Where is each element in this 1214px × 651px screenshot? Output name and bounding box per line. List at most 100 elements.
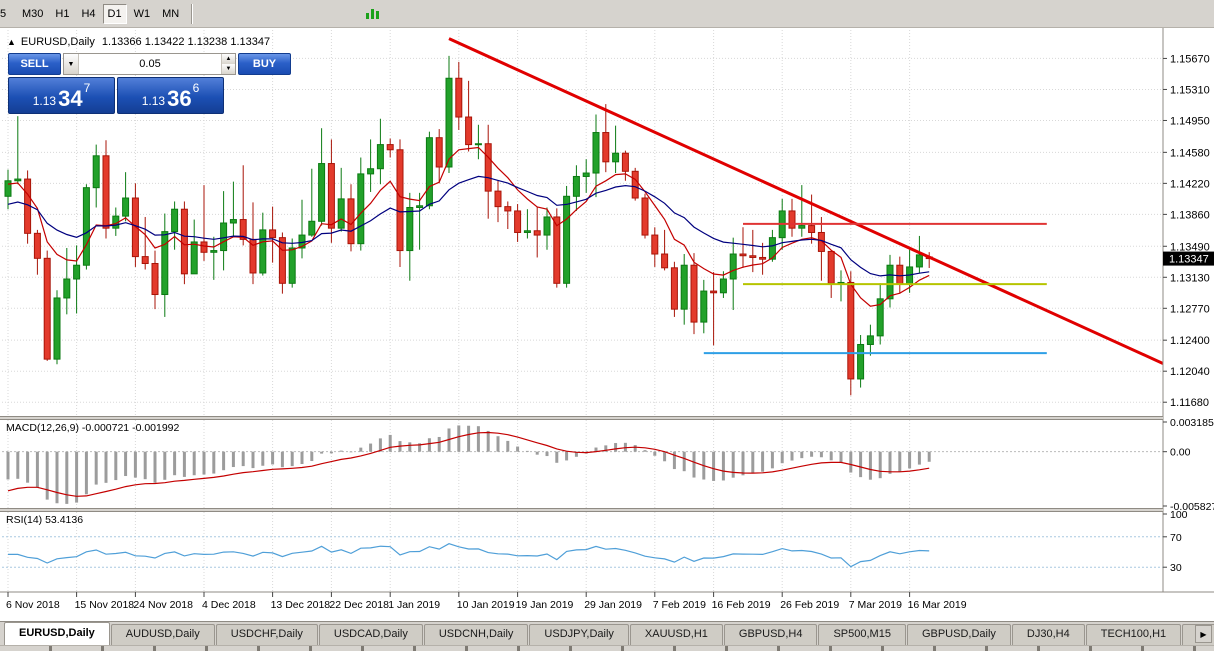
svg-text:30: 30 <box>1170 562 1182 574</box>
timeframe-button-mn[interactable]: MN <box>157 4 184 24</box>
bar-chart-icon <box>365 9 379 19</box>
volume-input[interactable] <box>79 54 221 74</box>
svg-text:1.13490: 1.13490 <box>1170 241 1210 253</box>
svg-text:1.14220: 1.14220 <box>1170 178 1210 190</box>
timeframe-button-h1[interactable]: H1 <box>50 4 74 24</box>
time-axis[interactable] <box>0 592 1163 621</box>
sell-price-display[interactable]: 1.13 34 7 <box>8 77 115 114</box>
ask-main-digits: 36 <box>167 86 192 112</box>
descending-trendline[interactable] <box>448 37 1163 365</box>
chart-tabs-bar: EURUSD,Daily AUDUSD,Daily USDCHF,Daily USDC… <box>0 621 1214 645</box>
svg-text:7 Mar 2019: 7 Mar 2019 <box>849 599 902 611</box>
rsi-line <box>8 543 930 568</box>
timeframe-button-d1[interactable]: D1 <box>102 3 127 24</box>
ask-prefix: 1.13 <box>141 94 166 109</box>
sell-button[interactable]: SELL <box>8 53 61 75</box>
rsi-layer <box>2 536 1163 568</box>
chart-tab-usdcad-daily[interactable]: USDCAD,Daily <box>318 624 423 645</box>
svg-text:26 Feb 2019: 26 Feb 2019 <box>780 599 839 611</box>
chart-tabs-group: EURUSD,Daily AUDUSD,Daily USDCHF,Daily USDC… <box>4 622 1214 645</box>
chart-tab-usdcnh-daily[interactable]: USDCNH,Daily <box>423 624 529 645</box>
rsi-indicator-label: RSI(14) 53.4136 <box>6 514 83 526</box>
chart-region: 1.15670 1.15310 1.14950 1.14580 1.14220 1.138… <box>0 28 1214 621</box>
svg-text:1.15310: 1.15310 <box>1170 84 1210 96</box>
svg-text:1 Jan 2019: 1 Jan 2019 <box>388 599 440 611</box>
macd-indicator-label: MACD(12,26,9) -0.000721 -0.001992 <box>6 422 180 434</box>
chart-title: ▲ EURUSD,Daily 1.13366 1.13422 1.13238 1.1… <box>7 36 270 48</box>
chart-tab-tech100-h1[interactable]: TECH100,H1 <box>1085 624 1182 645</box>
current-price-label <box>1163 251 1214 266</box>
svg-text:15 Nov 2018: 15 Nov 2018 <box>75 599 135 611</box>
svg-text:0.00: 0.00 <box>1170 447 1191 459</box>
svg-text:6 Nov 2018: 6 Nov 2018 <box>6 599 60 611</box>
buy-button[interactable]: BUY <box>238 53 291 75</box>
svg-text:1.13130: 1.13130 <box>1170 272 1210 284</box>
macd-signal-line <box>7 431 930 497</box>
bid-prefix: 1.13 <box>32 94 57 109</box>
chart-tab-usdjpy-daily[interactable]: USDJPY,Daily <box>529 624 629 645</box>
ask-sup-digit: 6 <box>192 81 200 95</box>
timeframe-button-w1[interactable]: W1 <box>129 4 156 24</box>
trade-panel-prices-row: 1.13 34 7 1.13 36 6 <box>8 77 224 114</box>
tabs-scroll-right-button[interactable]: ▶ <box>1195 625 1212 643</box>
timeframe-button-h4[interactable]: H4 <box>76 4 100 24</box>
volume-spinner-up[interactable]: ▲ <box>221 54 235 64</box>
macd-panel-splitter[interactable] <box>0 416 1163 420</box>
svg-text:29 Jan 2019: 29 Jan 2019 <box>584 599 642 611</box>
svg-text:1.12040: 1.12040 <box>1170 366 1210 378</box>
svg-text:19 Jan 2019: 19 Jan 2019 <box>516 599 574 611</box>
price-axis[interactable] <box>1163 28 1214 592</box>
chart-tab-dj30-h4[interactable]: DJ30,H4 <box>1011 624 1085 645</box>
chart-tab-gbpusd-h4[interactable]: GBPUSD,H4 <box>723 624 818 645</box>
chart-ohlc-values: 1.13366 1.13422 1.13238 1.13347 <box>101 36 271 48</box>
timeframe-toolbar: 5 M30 H1 H4 D1 W1 MN <box>0 0 1214 28</box>
svg-text:16 Feb 2019: 16 Feb 2019 <box>712 599 771 611</box>
rsi-panel-splitter[interactable] <box>0 508 1163 512</box>
svg-text:7 Feb 2019: 7 Feb 2019 <box>653 599 706 611</box>
timeframe-button-m30[interactable]: M30 <box>17 4 48 24</box>
svg-text:1.13347: 1.13347 <box>1169 254 1209 266</box>
bottom-strip <box>0 645 1214 651</box>
svg-text:-0.005827: -0.005827 <box>1170 501 1214 513</box>
svg-text:1.14950: 1.14950 <box>1170 115 1210 127</box>
volume-spinner: ▲ ▼ <box>221 54 235 74</box>
one-click-collapse-arrow[interactable]: ▲ <box>7 37 16 47</box>
chart-tab-eurusd-daily[interactable]: EURUSD,Daily <box>4 622 110 645</box>
svg-text:1.11680: 1.11680 <box>1170 397 1209 409</box>
bid-main-digits: 34 <box>58 86 83 112</box>
one-click-trade-panel: SELL ▼ ▲ ▼ BUY 1.13347 1.13366 <box>8 53 291 114</box>
svg-text:70: 70 <box>1170 532 1182 544</box>
svg-text:100: 100 <box>1170 509 1188 521</box>
volume-spinner-down[interactable]: ▼ <box>221 64 235 74</box>
svg-text:10 Jan 2019: 10 Jan 2019 <box>457 599 515 611</box>
chart-symbol-label: EURUSD,Daily <box>20 36 95 48</box>
svg-text:13 Dec 2018: 13 Dec 2018 <box>271 599 331 611</box>
chart-tab-audusd-daily[interactable]: AUDUSD,Daily <box>110 624 215 645</box>
macd-layer <box>2 425 1163 504</box>
timeframe-buttons-group: 5 M30 H1 H4 D1 W1 MN <box>0 3 185 24</box>
svg-text:0.003185: 0.003185 <box>1170 417 1214 429</box>
chart-tab-xauusd-h1[interactable]: XAUUSD,H1 <box>629 624 723 645</box>
trade-panel-buttons-row: SELL ▼ ▲ ▼ BUY <box>8 53 291 75</box>
bar-chart-icon-button[interactable] <box>359 3 385 25</box>
timeframe-button-5[interactable]: 5 <box>0 4 15 24</box>
toolbar-separator <box>191 3 194 24</box>
svg-text:4 Dec 2018: 4 Dec 2018 <box>202 599 256 611</box>
chart-tab-usdchf-daily[interactable]: USDCHF,Daily <box>215 624 318 645</box>
volume-dropdown-button[interactable]: ▼ <box>64 54 79 74</box>
chart-tab-sp500-m15[interactable]: SP500,M15 <box>818 624 906 645</box>
svg-text:1.13860: 1.13860 <box>1170 209 1210 221</box>
chart-canvas[interactable]: 1.15670 1.15310 1.14950 1.14580 1.14220 1.138… <box>0 28 1214 621</box>
buy-price-display[interactable]: 1.13 36 6 <box>117 77 224 114</box>
bid-sup-digit: 7 <box>83 81 91 95</box>
chart-tab-gbpusd-daily[interactable]: GBPUSD,Daily <box>906 624 1011 645</box>
ma-21-line <box>7 175 930 277</box>
svg-text:1.12400: 1.12400 <box>1170 335 1210 347</box>
ma-8-line <box>7 146 930 307</box>
svg-text:24 Nov 2018: 24 Nov 2018 <box>133 599 193 611</box>
price-plot-layer <box>4 37 1163 396</box>
svg-text:1.15670: 1.15670 <box>1170 53 1210 65</box>
svg-text:16 Mar 2019: 16 Mar 2019 <box>908 599 967 611</box>
volume-control: ▼ ▲ ▼ <box>63 53 236 75</box>
